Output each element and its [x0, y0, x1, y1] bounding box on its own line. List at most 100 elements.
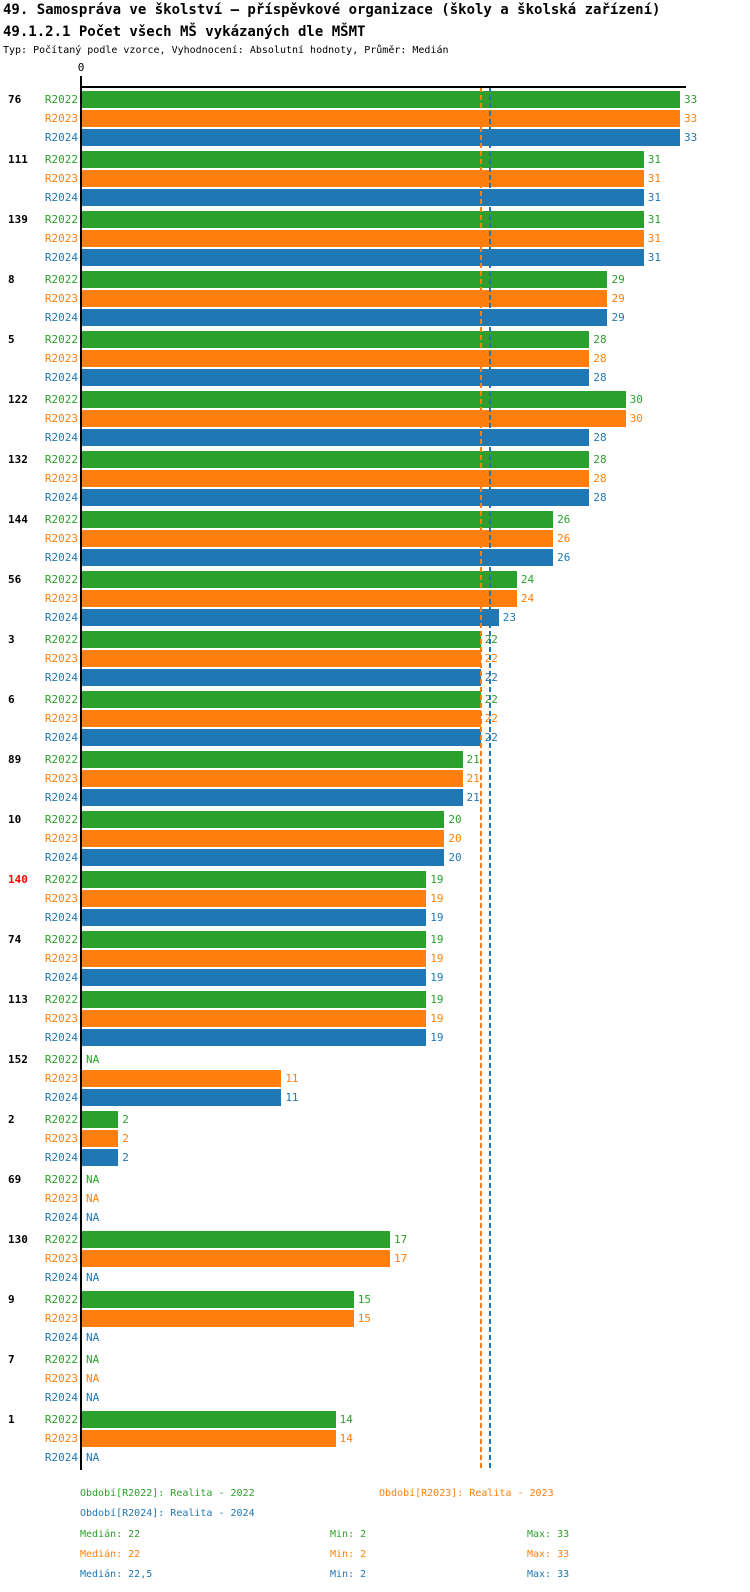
value-label: 19	[430, 873, 444, 886]
value-label: 22	[484, 712, 498, 725]
group-label: 76	[8, 93, 22, 106]
value-label: 30	[629, 412, 643, 425]
value-label: 19	[430, 1031, 444, 1044]
bar-group: 132 R2022 28 R2023 28 R2024 28	[0, 451, 697, 506]
group-label: 10	[8, 813, 22, 826]
series-label: R2023	[44, 532, 78, 545]
bar-row: R2024 2	[40, 1149, 129, 1166]
bar-row: R2023 22	[40, 650, 498, 667]
bar	[82, 1089, 282, 1106]
bar-row: R2024 29	[40, 309, 625, 326]
value-label: 24	[520, 592, 535, 605]
series-label: R2023	[44, 1312, 78, 1325]
group-label: 1	[8, 1413, 15, 1426]
chart-meta: Typ: Počítaný podle vzorce, Vyhodnocení:…	[3, 45, 449, 56]
value-label: 2	[122, 1132, 129, 1145]
bar-row: R2024 19	[40, 969, 444, 986]
value-label: 28	[593, 431, 607, 444]
bar-row: R2023 24	[40, 590, 534, 607]
na-label: NA	[86, 1372, 100, 1385]
value-label: 20	[448, 832, 462, 845]
series-label: R2024	[44, 551, 78, 564]
value-label: 22	[484, 693, 498, 706]
value-label: 2	[122, 1151, 129, 1164]
na-label: NA	[86, 1391, 100, 1404]
na-label: NA	[86, 1271, 100, 1284]
value-label: 30	[629, 393, 643, 406]
stat-min-r2022: Min: 2	[330, 1529, 367, 1540]
bar	[82, 729, 481, 746]
bar-group: 10 R2022 20 R2023 20 R2024 20	[0, 811, 697, 866]
bar	[82, 470, 590, 487]
y-axis-line	[80, 76, 82, 1470]
stat-min-r2024: Min: 2	[330, 1569, 367, 1580]
bar-row: R2024 19	[40, 1029, 444, 1046]
x-axis-zero-label: 0	[77, 61, 85, 74]
bar	[82, 249, 644, 266]
bar	[82, 91, 680, 108]
bar-row: R2024 22	[40, 669, 498, 686]
series-label: R2023	[44, 1192, 78, 1205]
bar-row: R2024 31	[40, 189, 661, 206]
series-label: R2023	[44, 592, 78, 605]
bar-group: 5 R2022 28 R2023 28 R2024 28	[0, 331, 697, 386]
legend-r2024: Období[R2024]: Realita - 2024	[80, 1508, 255, 1519]
value-label: 19	[430, 892, 444, 905]
series-label: R2023	[44, 1372, 78, 1385]
bar	[82, 631, 481, 648]
bar-row: R2023 15	[40, 1310, 371, 1327]
bar-row: R2024 NA	[40, 1329, 371, 1346]
bar-row: R2022 NA	[40, 1171, 99, 1188]
bar	[82, 1130, 119, 1147]
series-label: R2023	[44, 1432, 78, 1445]
bar-row: R2023 29	[40, 290, 625, 307]
stat-min-r2023: Min: 2	[330, 1549, 367, 1560]
bar-row: R2024 11	[40, 1089, 299, 1106]
series-label: R2024	[44, 851, 78, 864]
value-label: 29	[611, 273, 625, 286]
value-label: 28	[593, 491, 607, 504]
group-label: 3	[8, 633, 15, 646]
value-label: 21	[466, 753, 480, 766]
bar-row: R2023 21	[40, 770, 480, 787]
bar	[82, 890, 427, 907]
series-label: R2022	[44, 873, 78, 886]
series-label: R2023	[44, 652, 78, 665]
value-label: 22	[484, 633, 498, 646]
value-label: 28	[593, 333, 607, 346]
value-label: 28	[593, 472, 607, 485]
series-label: R2024	[44, 671, 78, 684]
group-label: 152	[8, 1053, 28, 1066]
bar-group: 152 R2022 NA R2023 11 R2024 11	[0, 1051, 697, 1106]
bar	[82, 350, 590, 367]
bar-group: 8 R2022 29 R2023 29 R2024 29	[0, 271, 697, 326]
series-label: R2023	[44, 1132, 78, 1145]
bar-group: 69 R2022 NA R2023 NA R2024 NA	[0, 1171, 697, 1226]
series-label: R2024	[44, 911, 78, 924]
bar-row: R2023 28	[40, 350, 607, 367]
group-label: 132	[8, 453, 28, 466]
series-label: R2024	[44, 251, 78, 264]
group-label: 7	[8, 1353, 15, 1366]
series-label: R2024	[44, 1151, 78, 1164]
series-label: R2023	[44, 472, 78, 485]
series-label: R2022	[44, 993, 78, 1006]
series-label: R2022	[44, 1113, 78, 1126]
bar	[82, 331, 590, 348]
value-label: 11	[285, 1091, 299, 1104]
bar-row: R2022 19	[40, 991, 444, 1008]
series-label: R2022	[44, 1293, 78, 1306]
bar-row: R2022 14	[40, 1411, 353, 1428]
bar	[82, 871, 427, 888]
bar	[82, 1010, 427, 1027]
bar	[82, 909, 427, 926]
bar-row: R2023 14	[40, 1430, 353, 1447]
value-label: 26	[557, 551, 571, 564]
value-label: 14	[339, 1413, 353, 1426]
bar-row: R2023 17	[40, 1250, 407, 1267]
bar	[82, 789, 463, 806]
bar-row: R2022 26	[40, 511, 570, 528]
bar-row: R2022 19	[40, 931, 444, 948]
value-label: 21	[466, 791, 480, 804]
bar	[82, 211, 644, 228]
